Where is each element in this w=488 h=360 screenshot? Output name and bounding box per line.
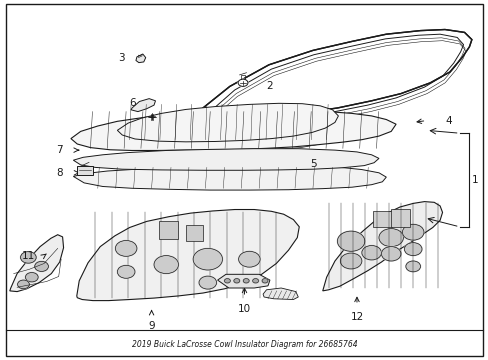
Polygon shape (131, 99, 155, 112)
Text: 7: 7 (56, 145, 62, 155)
Circle shape (233, 279, 239, 283)
Circle shape (252, 279, 258, 283)
Bar (159, 221, 178, 239)
Bar (372, 211, 391, 227)
Circle shape (404, 243, 421, 256)
Text: 11: 11 (22, 251, 35, 261)
Circle shape (199, 276, 216, 289)
Polygon shape (263, 288, 298, 300)
Circle shape (25, 273, 38, 282)
Circle shape (381, 247, 400, 261)
Circle shape (337, 231, 364, 251)
Polygon shape (173, 30, 471, 155)
Circle shape (115, 240, 137, 256)
Text: 3: 3 (118, 53, 124, 63)
Polygon shape (10, 235, 63, 292)
Bar (390, 209, 409, 227)
Circle shape (378, 229, 403, 247)
Polygon shape (117, 103, 338, 142)
Polygon shape (73, 166, 386, 190)
Polygon shape (71, 110, 395, 150)
Polygon shape (121, 125, 329, 151)
Circle shape (238, 79, 247, 86)
Text: 8: 8 (56, 168, 62, 178)
Text: 12: 12 (349, 312, 363, 322)
Polygon shape (136, 54, 145, 63)
Circle shape (117, 265, 135, 278)
Circle shape (20, 252, 36, 263)
Circle shape (193, 248, 222, 270)
Text: 2: 2 (266, 81, 273, 91)
Text: 6: 6 (129, 98, 136, 108)
Text: 1: 1 (470, 175, 477, 185)
Circle shape (243, 279, 249, 283)
Text: 4: 4 (444, 116, 451, 126)
Circle shape (224, 279, 230, 283)
Text: 10: 10 (238, 304, 250, 314)
Text: 5: 5 (310, 159, 317, 169)
Circle shape (35, 261, 48, 271)
Circle shape (18, 280, 29, 289)
Polygon shape (322, 202, 442, 291)
Circle shape (262, 279, 267, 283)
Circle shape (154, 256, 178, 274)
Circle shape (405, 261, 420, 272)
Text: 9: 9 (148, 321, 155, 331)
Bar (185, 225, 203, 241)
Polygon shape (73, 149, 378, 170)
Circle shape (361, 246, 381, 260)
Polygon shape (217, 274, 269, 288)
Text: 2019 Buick LaCrosse Cowl Insulator Diagram for 26685764: 2019 Buick LaCrosse Cowl Insulator Diagr… (131, 341, 357, 349)
Bar (77, 166, 93, 175)
Polygon shape (77, 210, 299, 301)
Circle shape (402, 224, 423, 240)
Circle shape (238, 251, 260, 267)
Circle shape (340, 253, 361, 269)
